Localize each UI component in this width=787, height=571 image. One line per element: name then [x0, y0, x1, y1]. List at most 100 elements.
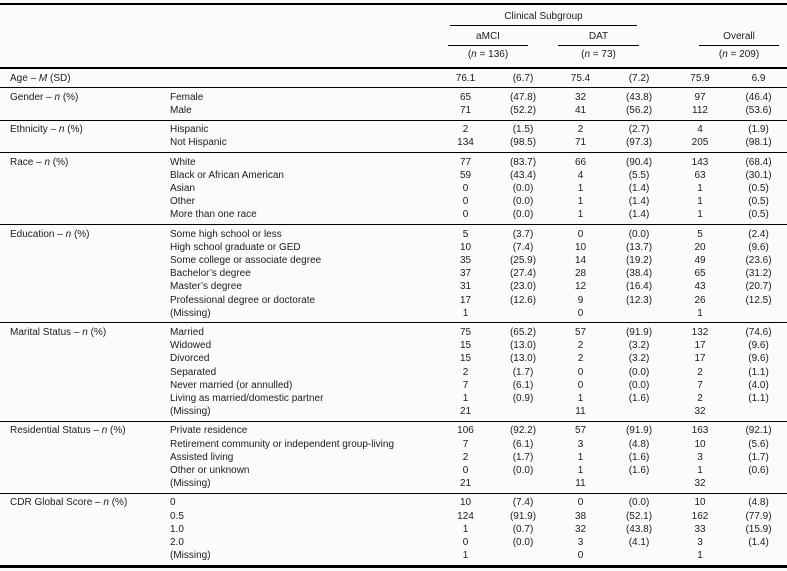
value-cell: 7 [462, 379, 469, 391]
value-cell: 32 [694, 406, 706, 418]
n-count-amci-cell: (n = 136) [438, 46, 553, 69]
value-cell [608, 477, 670, 493]
section-label-text: n [44, 156, 51, 168]
value-cell: 71 [574, 137, 587, 149]
value-cell: (6.7) [493, 67, 553, 88]
value-cell: (0.0) [512, 182, 534, 194]
value-cell: 2 [462, 451, 469, 463]
column-header-amci: aMCI [448, 31, 528, 46]
value-cell: 97 [670, 87, 731, 104]
subcategory-label: (Missing) [170, 406, 211, 418]
value-cell [730, 307, 787, 323]
value-cell: 0 [462, 182, 469, 194]
value-cell: (2.4) [730, 224, 787, 241]
section-label [0, 136, 170, 152]
value-cell: (13.7) [625, 241, 653, 253]
value-cell: 0 [462, 537, 469, 548]
subcategory-label: Male [170, 104, 192, 116]
value-cell: 71 [459, 104, 472, 116]
subcategory-label: Master’s degree [170, 281, 242, 293]
section-label: CDR Global Score – n (%) [0, 492, 170, 510]
value-cell: 37 [459, 268, 472, 280]
section-label [0, 392, 170, 405]
header-spacer [0, 46, 438, 69]
value-cell: (97.3) [625, 137, 653, 149]
value-cell: 5 [670, 224, 731, 241]
table-row: (Missing) 1 0 1 [0, 307, 787, 323]
section-label [0, 267, 170, 280]
table-row: Some college or associate degree 35 (25.9)… [0, 254, 787, 267]
value-cell: 57 [553, 420, 608, 438]
subcategory-label: Bachelor’s degree [170, 268, 251, 280]
value-cell: 11 [575, 406, 586, 418]
n-count-overall: (n = 209) [699, 49, 779, 64]
n-count-text: ( [581, 49, 585, 60]
value-cell: 17 [459, 294, 472, 306]
value-cell: 17 [694, 340, 706, 352]
value-cell: (1.7) [512, 366, 534, 378]
clinical-subgroup-cell: Clinical Subgroup [438, 4, 670, 26]
section-label-text: (%) [64, 124, 83, 136]
section-label-text: Marital Status – [10, 326, 83, 338]
value-cell: (23.6) [745, 254, 772, 266]
section-label [0, 366, 170, 379]
value-cell: 14 [574, 254, 587, 266]
value-cell: 20 [694, 241, 706, 253]
value-cell: 132 [670, 322, 731, 340]
value-cell: (12.5) [745, 294, 772, 306]
value-cell: (0.0) [608, 492, 671, 510]
value-cell: (6.1) [512, 379, 534, 391]
value-cell: (92.1) [730, 420, 787, 438]
section-cdr-global-score: CDR Global Score – n (%) 0 10 (7.4) 0 (0.0) 10… [0, 492, 787, 566]
value-cell: (1.1) [748, 366, 769, 378]
value-cell: (1.9) [730, 119, 787, 137]
header-row-spanner: Clinical Subgroup [0, 4, 787, 26]
subcategory-label: Asian [170, 182, 196, 194]
subcategory-label: Other or unknown [170, 464, 250, 476]
n-count-amci: (n = 136) [448, 49, 528, 64]
section-label: Race – n (%) [0, 152, 170, 169]
table-row: Other 0 (0.0) 1 (1.4) 1 (0.5) [0, 195, 787, 208]
table-row: (Missing) 21 11 32 [0, 405, 787, 421]
table-row: Education – n (%) Some high school or les… [0, 224, 787, 241]
value-cell: 75.9 [670, 67, 731, 88]
section-label-text: (%) [60, 91, 79, 103]
section-label-text: n [54, 91, 61, 103]
table-row: Residential Status – n (%) Private reside… [0, 420, 787, 438]
value-cell: (52.2) [509, 104, 537, 116]
value-cell [730, 477, 787, 493]
value-cell: 26 [694, 294, 706, 306]
subcategory-label: 1.0 [170, 523, 184, 535]
section-label-text: (%) [50, 156, 69, 168]
value-cell: (27.4) [509, 268, 537, 280]
value-cell: (92.2) [493, 420, 553, 438]
subcategory-label: Hispanic [170, 119, 438, 137]
table-row: Ethnicity – n (%) Hispanic 2 (1.5) 2 (2.7) 4 (1… [0, 119, 787, 137]
value-cell: (3.7) [493, 224, 553, 241]
section-label-text: n [65, 228, 72, 240]
subcategory-label: Some college or associate degree [170, 254, 322, 266]
n-count-dat: (n = 73) [558, 49, 639, 64]
value-cell: 106 [438, 420, 493, 438]
table-row: High school graduate or GED 10 (7.4) 10 (13.… [0, 241, 787, 254]
n-count-text: = 73) [590, 49, 616, 60]
value-cell: (1.1) [748, 392, 769, 404]
section-race: Race – n (%) White 77 (83.7) 66 (90.4) 143 (68.… [0, 152, 787, 225]
subcategory-label: Not Hispanic [170, 137, 227, 149]
value-cell: 162 [691, 510, 709, 522]
value-cell: (0.5) [748, 196, 769, 208]
value-cell: 0 [577, 550, 584, 562]
n-count-text: n [722, 49, 728, 60]
section-label [0, 195, 170, 208]
value-cell: (1.6) [628, 392, 650, 404]
section-label-text: Gender – [10, 91, 55, 103]
value-cell: 75 [438, 322, 493, 340]
value-cell: (7.4) [512, 241, 534, 253]
value-cell: 112 [692, 104, 708, 116]
value-cell [493, 549, 553, 566]
value-cell: (53.6) [745, 104, 772, 116]
value-cell: 163 [670, 420, 731, 438]
subcategory-label: Some high school or less [170, 224, 438, 241]
subcategory-label: Professional degree or doctorate [170, 294, 316, 306]
value-cell [493, 307, 553, 323]
